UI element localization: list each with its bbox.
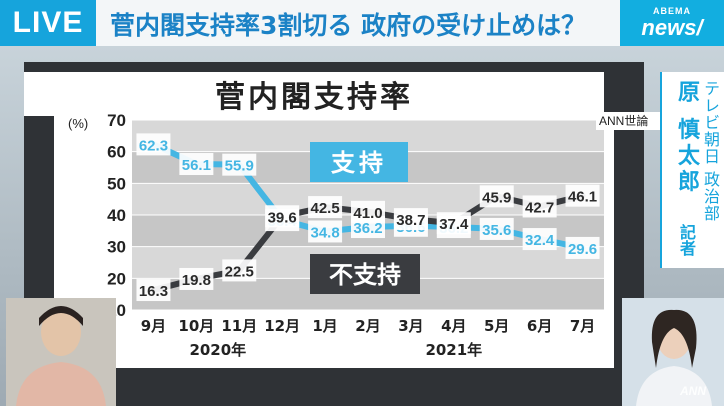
x-tick-cell <box>476 314 518 336</box>
y-tick-label: 50 <box>107 174 126 193</box>
data-label: 41.0 <box>353 205 382 222</box>
chart-title: 菅内閣支持率 <box>215 80 413 115</box>
x-tick-label: 4月 <box>441 317 466 335</box>
data-label-bg <box>565 236 600 259</box>
data-label-bg <box>136 133 171 156</box>
data-label-bg <box>522 195 557 218</box>
headline: 菅内閣支持率3割切る 政府の受け止めは？ <box>110 11 587 40</box>
y-axis-label: (%) <box>68 116 88 131</box>
data-label: 35.6 <box>482 222 511 239</box>
x-tick-label: 1月 <box>312 317 337 335</box>
x-tick-cell <box>133 314 174 336</box>
data-label-bg <box>136 279 171 302</box>
y-tick-label: 40 <box>107 206 126 225</box>
data-label-bg <box>351 200 385 223</box>
x-tick-cell <box>562 314 603 336</box>
data-label: 62.3 <box>139 137 168 154</box>
x-tick-label: 6月 <box>527 317 552 335</box>
x-tick-label: 7月 <box>570 317 595 335</box>
x-tick-cell <box>261 314 303 336</box>
logo-top-text: ABEMA <box>653 6 691 16</box>
year-cell <box>133 338 303 360</box>
data-label: 36.2 <box>353 220 382 237</box>
x-tick-cell <box>175 314 217 336</box>
data-label-bg <box>222 153 257 176</box>
data-label-bg <box>479 185 514 208</box>
presenter-right-image <box>622 298 724 406</box>
y-tick-label: 70 <box>107 112 126 130</box>
data-label-bg <box>265 205 300 228</box>
data-label: 42.5 <box>310 200 339 217</box>
x-tick-cell <box>390 314 432 336</box>
legend-label-support: 支持 <box>331 149 387 177</box>
data-label: 34.8 <box>310 224 339 241</box>
x-tick-label: 10月 <box>178 317 214 335</box>
x-tick-cell <box>304 314 346 336</box>
data-label: 19.8 <box>182 272 211 289</box>
data-label: 55.9 <box>225 158 254 175</box>
reporter-title: 記者 <box>677 224 696 256</box>
x-tick-label: 11月 <box>221 317 257 335</box>
x-tick-label: 3月 <box>398 317 423 335</box>
y-tick-label: 30 <box>107 238 126 257</box>
data-label-bg <box>522 228 557 251</box>
data-label: 32.4 <box>525 232 555 249</box>
data-label: 56.1 <box>182 157 211 174</box>
x-tick-label: 9月 <box>141 317 166 335</box>
data-label-bg <box>179 153 214 176</box>
data-label: 46.1 <box>568 189 597 206</box>
data-label: 22.5 <box>225 263 254 280</box>
data-label-bg <box>308 196 343 219</box>
live-badge: LIVE <box>0 0 96 46</box>
abema-news-logo: ABEMA news/ <box>620 0 724 46</box>
data-label: 38.7 <box>396 212 425 229</box>
logo-bottom-text: news/ <box>641 15 703 40</box>
data-label-bg <box>479 217 514 240</box>
y-tick-label: 60 <box>107 143 126 162</box>
legend-tag-nonsupport <box>310 254 420 294</box>
data-label: 37.4 <box>439 216 469 233</box>
source-label: ANN世論 <box>596 112 662 130</box>
x-tick-cell <box>433 314 475 336</box>
x-tick-label: 2月 <box>355 317 380 335</box>
data-label: 16.3 <box>139 283 168 300</box>
data-label-bg <box>436 212 471 235</box>
x-tick-label: 12月 <box>264 317 300 335</box>
header-bar: LIVE 菅内閣支持率3割切る 政府の受け止めは？ ABEMA news/ <box>0 0 724 46</box>
legend-tag-support <box>310 142 408 182</box>
presenter-left-image <box>6 298 116 406</box>
year-label: 2020年 <box>189 341 246 359</box>
data-label-bg <box>179 267 214 290</box>
ann-watermark: ANN <box>680 384 706 398</box>
reporter-caption: テレビ朝日 政治部 原 慎太郎 記者 <box>660 72 724 268</box>
data-label: 39.6 <box>268 209 297 226</box>
data-label-bg <box>308 220 343 243</box>
data-label: 45.9 <box>482 189 511 206</box>
reporter-name: 原 慎太郎 <box>674 80 699 196</box>
year-cell <box>304 338 603 360</box>
x-tick-cell <box>218 314 260 336</box>
data-label: 42.7 <box>525 199 554 216</box>
data-label: 29.6 <box>568 241 597 258</box>
x-tick-cell <box>347 314 389 336</box>
legend-label-nonsupport: 不支持 <box>329 261 401 289</box>
data-label-bg <box>222 259 257 282</box>
chart-title-bar: 菅内閣支持率 <box>24 72 604 116</box>
y-tick-label: 20 <box>107 269 126 288</box>
reporter-affiliation: テレビ朝日 政治部 <box>701 80 720 223</box>
data-label-bg <box>393 208 428 231</box>
year-label: 2021年 <box>425 341 482 359</box>
x-tick-label: 5月 <box>484 317 509 335</box>
data-label-bg <box>565 184 600 207</box>
x-tick-cell <box>519 314 561 336</box>
